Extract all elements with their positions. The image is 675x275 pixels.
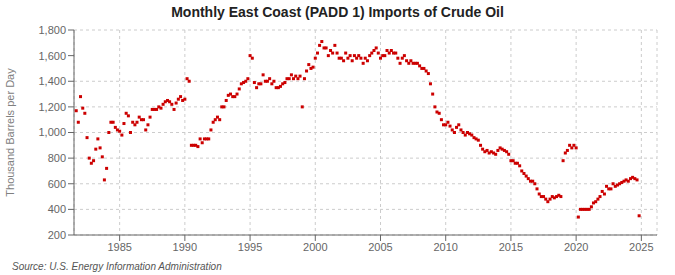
- svg-text:1,000: 1,000: [38, 126, 66, 138]
- svg-text:2025: 2025: [629, 241, 653, 253]
- svg-text:2010: 2010: [433, 241, 457, 253]
- svg-text:2005: 2005: [368, 241, 392, 253]
- svg-text:1985: 1985: [107, 241, 131, 253]
- svg-text:1,200: 1,200: [38, 101, 66, 113]
- svg-text:1,800: 1,800: [38, 24, 66, 36]
- svg-text:200: 200: [48, 229, 66, 241]
- svg-text:400: 400: [48, 203, 66, 215]
- svg-text:1990: 1990: [173, 241, 197, 253]
- svg-text:2020: 2020: [564, 241, 588, 253]
- svg-text:1,600: 1,600: [38, 50, 66, 62]
- svg-text:2015: 2015: [499, 241, 523, 253]
- svg-text:2000: 2000: [303, 241, 327, 253]
- svg-text:800: 800: [48, 152, 66, 164]
- html-text:Monthly East Coast (PADD 1) Im: Monthly East Coast (PADD 1) Imports of C…: [171, 4, 504, 20]
- svg-text:600: 600: [48, 178, 66, 190]
- svg-text:1995: 1995: [238, 241, 262, 253]
- svg-text:Thousand Barrels per Day: Thousand Barrels per Day: [8, 68, 16, 197]
- svg-text:1,400: 1,400: [38, 75, 66, 87]
- html-text:Source: U.S. Energy Informatio: Source: U.S. Energy Information Administ…: [12, 261, 222, 272]
